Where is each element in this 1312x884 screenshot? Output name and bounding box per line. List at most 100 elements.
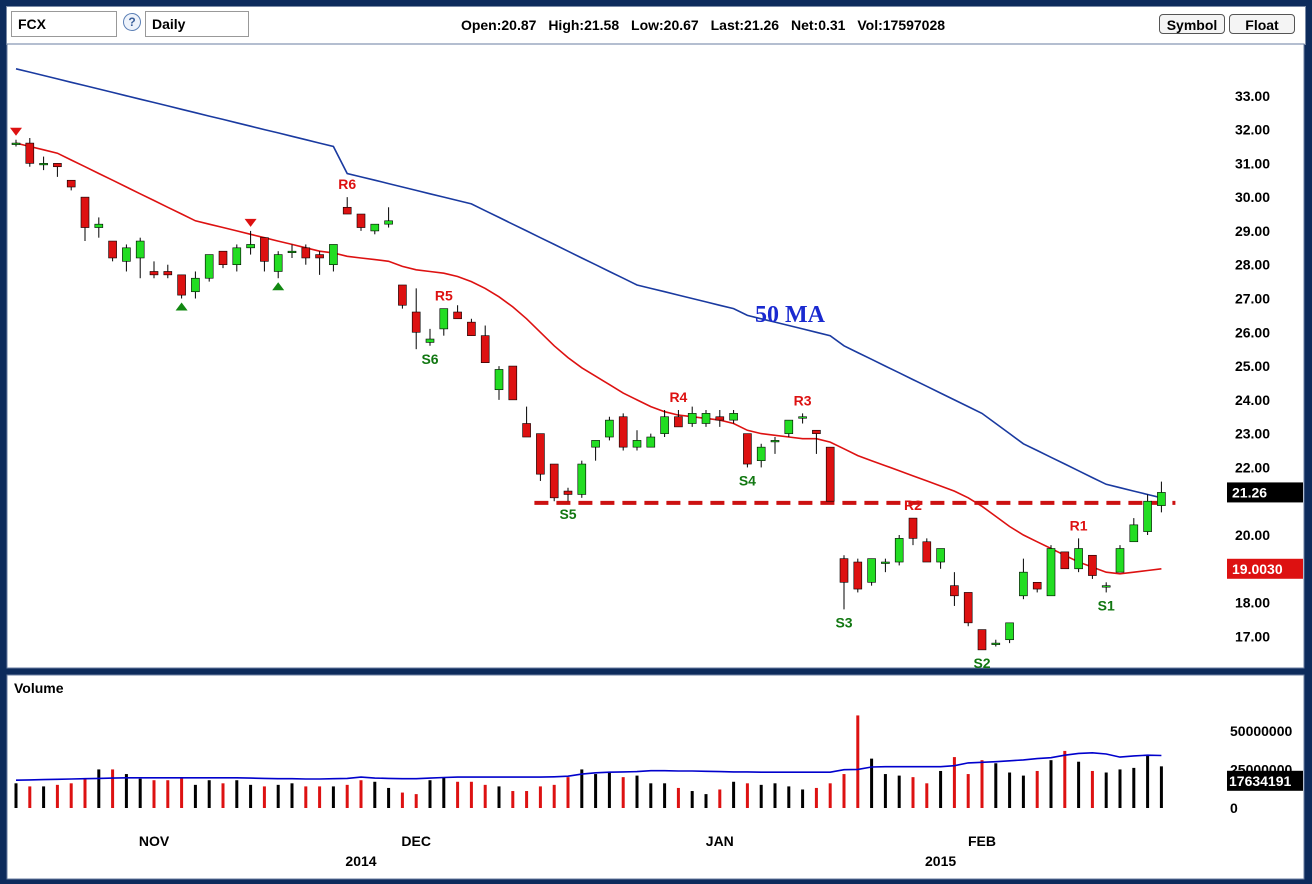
candle-body — [94, 223, 104, 228]
down-triangle-marker — [244, 218, 257, 227]
price-tick-label: 25.00 — [1235, 358, 1270, 374]
candle-body — [1143, 500, 1152, 532]
candle — [177, 274, 186, 299]
candle — [922, 538, 932, 563]
candle — [812, 429, 821, 454]
volume-bar — [1049, 760, 1053, 808]
volume-bar — [732, 781, 736, 808]
period-select[interactable]: Daily — [145, 11, 249, 37]
help-icon[interactable]: ? — [123, 13, 141, 31]
volume-bar — [456, 781, 460, 808]
candle — [563, 487, 573, 502]
candle — [467, 318, 476, 336]
quote-last: Last:21.26 — [710, 17, 780, 33]
candle-body — [950, 585, 959, 597]
volume-bar — [745, 783, 749, 808]
ma-value-box — [1227, 558, 1303, 579]
level-label: S5 — [559, 506, 576, 522]
float-button[interactable]: Float — [1229, 14, 1295, 34]
candle-body — [632, 440, 642, 448]
volume-bar — [331, 786, 335, 808]
time-axis-label: JAN — [706, 833, 734, 849]
candle — [1129, 518, 1139, 543]
candle-body — [674, 416, 683, 428]
quote-summary: Open:20.87 High:21.58 Low:20.67 Last:21.… — [427, 17, 987, 33]
candle — [743, 433, 752, 468]
time-axis-label: NOV — [139, 833, 170, 849]
candle — [536, 433, 545, 481]
volume-bar — [14, 783, 18, 808]
symbol-button[interactable]: Symbol — [1159, 14, 1225, 34]
volume-bar — [566, 777, 570, 808]
level-label: S2 — [973, 655, 990, 671]
volume-bar — [28, 786, 32, 808]
candle-body — [508, 365, 518, 401]
candle — [1088, 554, 1097, 579]
volume-bar — [842, 774, 846, 808]
volume-bar — [497, 786, 501, 808]
volume-bar — [345, 784, 349, 808]
candle — [660, 409, 669, 438]
candle — [784, 419, 794, 438]
candle-body — [453, 311, 462, 320]
candle-body — [825, 446, 835, 502]
volume-bar — [966, 774, 970, 808]
volume-bar — [621, 777, 625, 808]
last-price-label: 21.26 — [1232, 484, 1267, 500]
candle-body — [881, 561, 890, 564]
volume-bar — [607, 772, 611, 808]
volume-bar — [1035, 770, 1039, 808]
candle — [825, 446, 835, 502]
candle — [1046, 545, 1056, 597]
candle-body — [922, 541, 932, 563]
volume-bar — [207, 780, 211, 808]
price-tick-label: 18.00 — [1235, 595, 1270, 611]
time-axis-label: DEC — [401, 833, 431, 849]
ma-value-label: 19.0030 — [1232, 561, 1283, 577]
time-axis-label: FEB — [968, 833, 996, 849]
candle-body — [1005, 622, 1014, 641]
candle — [1005, 622, 1014, 644]
volume-bar — [552, 784, 556, 808]
candle-body — [591, 440, 600, 448]
candle — [439, 308, 449, 336]
volume-bar — [814, 787, 818, 808]
candle-body — [1101, 585, 1111, 588]
volume-bar — [1090, 770, 1094, 808]
volume-bar — [442, 777, 446, 808]
candle — [342, 197, 352, 215]
volume-bar — [469, 781, 473, 808]
candle-body — [260, 237, 269, 262]
price-tick-label: 23.00 — [1235, 426, 1270, 442]
volume-bar — [952, 757, 956, 808]
level-label: R5 — [435, 288, 453, 304]
candle — [315, 251, 324, 275]
volume-bar — [1118, 769, 1122, 808]
candle-body — [108, 240, 117, 259]
volume-bar — [152, 780, 156, 808]
candle-body — [329, 244, 338, 266]
candle-body — [1046, 548, 1056, 597]
candle — [80, 196, 90, 242]
candles — [11, 138, 1166, 651]
candle-body — [1115, 548, 1125, 573]
candle — [260, 237, 269, 272]
volume-bar — [718, 789, 722, 808]
volume-bar — [249, 784, 253, 808]
candle-body — [384, 220, 393, 225]
candle — [963, 592, 973, 627]
quote-low: Low:20.67 — [631, 17, 699, 33]
symbol-input[interactable]: FCX — [11, 11, 117, 37]
candle — [1115, 545, 1125, 573]
candle-body — [232, 247, 242, 266]
level-label: S4 — [739, 472, 756, 488]
candle — [301, 244, 311, 265]
candle — [605, 416, 614, 441]
candle — [163, 264, 173, 279]
volume-bar — [1077, 761, 1081, 808]
volume-tick-label: 0 — [1230, 800, 1238, 816]
candle — [25, 138, 35, 167]
candle — [287, 244, 297, 258]
